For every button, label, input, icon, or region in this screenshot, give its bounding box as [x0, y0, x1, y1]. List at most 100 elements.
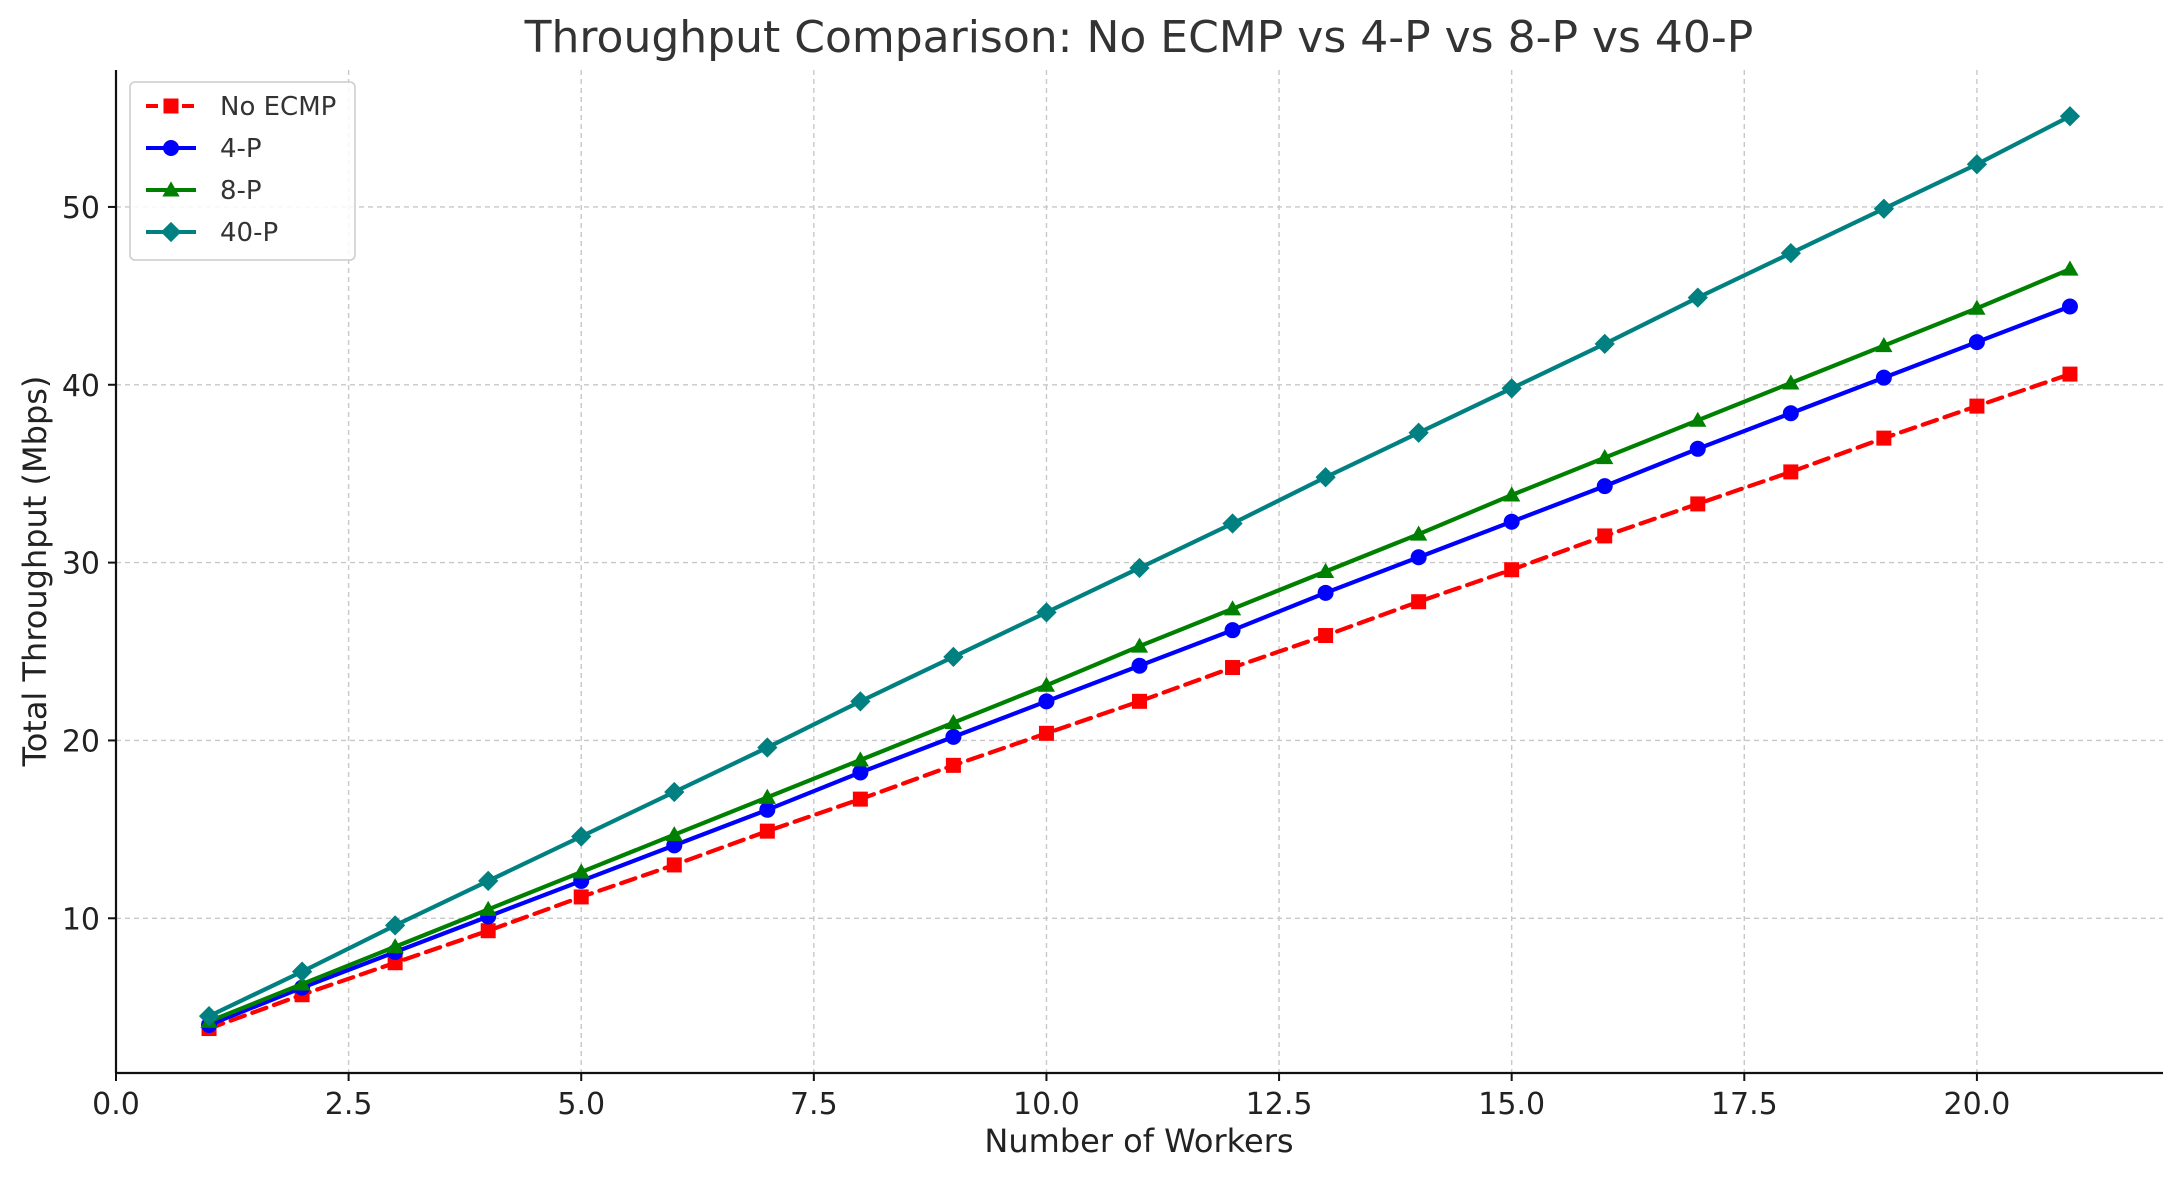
data-point [1038, 725, 1054, 741]
series-no-ecmp [201, 366, 2078, 1037]
y-tick-label: 40 [62, 369, 100, 404]
data-point [758, 788, 776, 804]
data-point [665, 826, 683, 842]
x-tick-label: 20.0 [1944, 1087, 2011, 1122]
data-point [1503, 486, 1521, 502]
legend-item-8-p: 8-P [146, 176, 262, 206]
y-axis-label: Total Throughput (Mbps) [16, 376, 54, 768]
data-point [479, 900, 497, 916]
legend-marker [163, 140, 179, 156]
data-point [1597, 528, 1613, 544]
data-point [1594, 333, 1615, 354]
data-point [1223, 600, 1242, 616]
data-point [1690, 496, 1706, 512]
data-point [2061, 298, 2078, 315]
y-tick-label: 20 [62, 724, 100, 759]
legend-marker [162, 181, 180, 197]
data-point [573, 889, 589, 905]
data-point [1318, 628, 1334, 644]
data-point [851, 751, 869, 767]
data-point [478, 870, 499, 892]
chart-title: Throughput Comparison: No ECMP vs 4-P vs… [524, 12, 1754, 63]
data-point [943, 646, 964, 667]
data-point [2061, 260, 2079, 276]
y-tick-label: 10 [62, 902, 100, 937]
legend-label: 8-P [220, 176, 262, 206]
data-point [1780, 243, 1801, 264]
data-point [757, 737, 778, 758]
data-point [1036, 602, 1057, 623]
data-point [1222, 513, 1243, 534]
data-point [1224, 622, 1241, 639]
data-point [1969, 398, 1985, 414]
data-point [1782, 374, 1800, 390]
data-point [852, 764, 869, 781]
data-point [571, 826, 592, 847]
data-point [572, 863, 590, 879]
data-point [1132, 693, 1147, 709]
x-tick-label: 5.0 [557, 1087, 605, 1122]
data-point [664, 781, 685, 803]
data-point [1503, 513, 1520, 530]
series-line-no-ecmp [206, 372, 2073, 1031]
data-point [1873, 198, 1894, 219]
data-point [1129, 557, 1150, 579]
data-point [1876, 430, 1892, 446]
legend-label: 4-P [220, 134, 262, 164]
legend-item-40-p: 40-P [146, 218, 278, 248]
series-layer [198, 106, 2081, 1037]
legend-marker [160, 221, 182, 243]
legend-label: 40-P [220, 218, 278, 248]
data-point [1966, 154, 1988, 175]
data-point [1689, 440, 1706, 457]
x-tick-label: 0.0 [92, 1087, 140, 1122]
data-point [666, 837, 683, 854]
data-point [1225, 660, 1241, 676]
data-point [198, 1005, 220, 1027]
data-point [1875, 337, 1893, 353]
data-point [1038, 693, 1055, 710]
data-point [1689, 411, 1707, 427]
data-point [852, 791, 868, 807]
data-point [385, 915, 406, 936]
data-point [1875, 369, 1892, 386]
data-point [759, 801, 776, 818]
data-point [759, 823, 775, 839]
y-tick-label: 50 [62, 191, 100, 226]
data-point [1501, 378, 1522, 399]
x-tick-label: 17.5 [1711, 1087, 1778, 1122]
legend-item-4-p: 4-P [146, 134, 262, 164]
data-point [1687, 287, 1708, 308]
data-point [1596, 449, 1614, 465]
data-point [386, 938, 404, 954]
data-point [2059, 106, 2081, 127]
data-point [944, 714, 963, 730]
data-point [1596, 478, 1613, 495]
axes [114, 70, 2163, 1075]
data-point [480, 923, 496, 939]
legend: No ECMP 4-P 8-P 40-P [129, 81, 356, 261]
data-point [945, 757, 961, 773]
data-point [291, 961, 313, 982]
data-point [1410, 525, 1428, 541]
data-point [1037, 676, 1056, 692]
data-point [1316, 562, 1335, 578]
x-tick-label: 7.5 [790, 1087, 838, 1122]
data-point [1968, 299, 1986, 315]
legend-marker [163, 98, 179, 114]
data-point [1968, 334, 1985, 351]
data-point [945, 728, 962, 745]
data-point [293, 975, 311, 991]
data-point [1410, 549, 1427, 566]
series-40-p [198, 106, 2081, 1027]
x-tick-label: 15.0 [1478, 1087, 1545, 1122]
data-point [666, 857, 682, 873]
series-8-p [200, 260, 2079, 1028]
data-point [1411, 594, 1427, 610]
data-point [850, 691, 871, 712]
x-tick-label: 10.0 [1013, 1087, 1080, 1122]
x-tick-label: 12.5 [1246, 1087, 1313, 1122]
data-point [1782, 405, 1799, 422]
